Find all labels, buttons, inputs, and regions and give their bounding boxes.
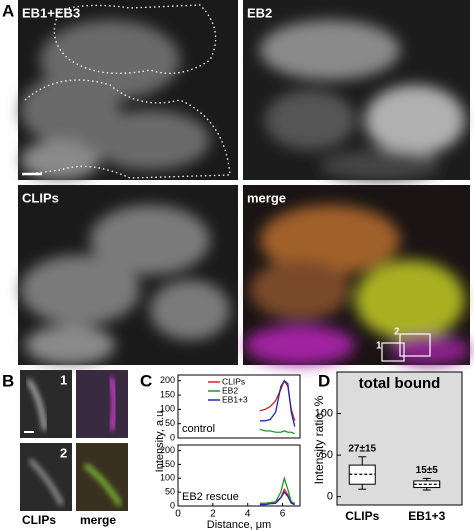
panel-letter: A [2, 1, 14, 20]
column-label: CLIPs [22, 513, 56, 527]
panel-letter: B [2, 371, 14, 390]
legend-label: EB2 [222, 385, 238, 395]
panel-letter: C [140, 371, 152, 390]
x-tick-label: CLIPs [345, 509, 379, 523]
image-label: 2 [60, 445, 67, 460]
x-tick-label: 0 [175, 509, 181, 520]
y-tick-label: 150 [160, 389, 175, 399]
y-tick-label: 100 [160, 404, 175, 414]
series-line [259, 491, 296, 506]
annotation: EB2 rescue [182, 491, 239, 503]
plot-frame [177, 444, 301, 507]
roi-label: 2 [394, 327, 400, 338]
image-label: 1 [60, 372, 67, 387]
y-tick-label: 0 [170, 432, 175, 442]
legend-label: CLIPs [222, 376, 245, 386]
x-tick-label: 2 [210, 509, 216, 520]
image-label: EB1+EB3 [22, 5, 80, 20]
annotation: 27±15 [348, 443, 376, 454]
column-label: merge [80, 513, 116, 527]
image-clips [18, 185, 238, 365]
y-tick-label: 150 [160, 459, 175, 469]
y-tick-label: 50 [321, 449, 333, 461]
chart-title: total bound [359, 375, 441, 392]
image-label: EB2 [247, 5, 272, 20]
annotation: 15±5 [416, 465, 439, 476]
panel-letter: D [318, 371, 330, 390]
y-tick-label: 50 [165, 487, 175, 497]
images-b [20, 370, 128, 511]
image-label: CLIPs [22, 190, 59, 205]
image-merge [243, 185, 470, 365]
series-line [259, 428, 296, 435]
plot-frame [177, 374, 301, 439]
series-line [259, 475, 296, 504]
image-label: merge [247, 190, 286, 205]
y-tick-label: 100 [315, 407, 333, 419]
x-tick-label: EB1+3 [408, 509, 445, 523]
x-axis-title: Distance, μm [207, 519, 271, 530]
x-tick-label: 6 [280, 509, 286, 520]
y-tick-label: 0 [170, 500, 175, 510]
image-eb2 [243, 0, 470, 180]
y-tick-label: 200 [160, 375, 175, 385]
y-tick-label: 200 [160, 445, 175, 455]
annotation: control [182, 423, 215, 435]
y-tick-label: 100 [160, 473, 175, 483]
y-tick-label: 0 [327, 491, 333, 503]
series-line [259, 379, 296, 427]
y-axis-title: Intensity, a.u. [154, 408, 166, 473]
y-axis-title: Intensity ratio, % [312, 395, 326, 484]
x-tick-label: 4 [245, 509, 251, 520]
image-eb1-eb3 [18, 0, 238, 180]
y-tick-label: 50 [165, 418, 175, 428]
legend-label: EB1+3 [222, 394, 248, 404]
roi-label: 1 [376, 341, 382, 352]
